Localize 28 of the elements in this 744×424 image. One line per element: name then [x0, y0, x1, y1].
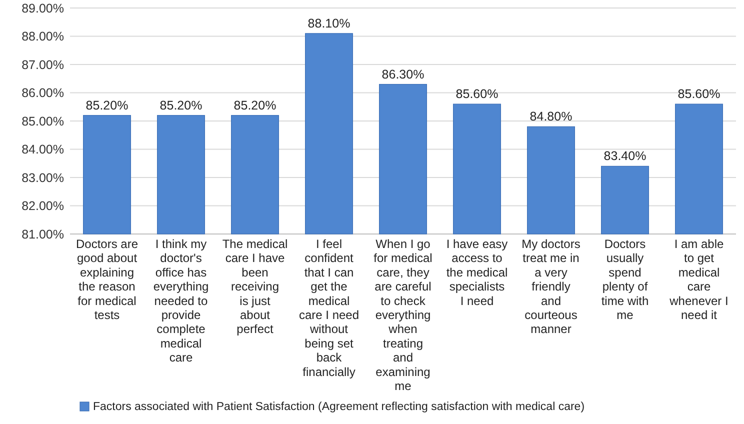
x-tick-label: My doctors treat me in a very friendly and courteous manner [522, 237, 580, 336]
legend-label: Factors associated with Patient Satisfaction (Agreement reflecting satisfaction with medical care) [93, 401, 585, 413]
y-tick-label: 87.00% [22, 58, 64, 72]
y-tick-label: 82.00% [22, 199, 64, 214]
data-label: 85.60% [678, 87, 720, 102]
data-label: 85.20% [160, 98, 202, 112]
data-label: 84.80% [530, 110, 572, 124]
x-tick-label: The medical care I have been receiving is just about perfect [222, 237, 288, 336]
category-label: I think my doctor's office has everything needed to provide complete medical care [153, 237, 209, 365]
y-tick-label: 89.00% [22, 1, 64, 16]
category-label: When I go for medical care, they are careful to check everything when treating and examining me [374, 237, 432, 393]
x-tick-label: Doctors are good about explaining the reason for medical tests [76, 237, 138, 322]
y-tick-label: 86.00% [22, 86, 64, 100]
x-tick-label: I have easy access to the medical specialists I need [446, 237, 508, 308]
x-tick-label: I am able to get medical care whenever I need it [668, 237, 728, 322]
y-tick-label: 85.00% [22, 114, 64, 128]
y-tick-label: 88.00% [22, 30, 64, 44]
y-tick-label: 83.00% [22, 170, 64, 185]
data-label: 85.60% [456, 87, 498, 102]
data-label: 86.30% [382, 67, 424, 82]
data-label: 85.20% [234, 98, 276, 112]
y-tick-label: 81.00% [22, 227, 64, 242]
x-tick-label: Doctors usually spend plenty of time with me [601, 237, 649, 322]
y-tick-label: 84.00% [22, 142, 64, 157]
data-label: 88.10% [308, 16, 350, 30]
category-label: I feel confident that I can get the medical care I need without being set back financially [298, 237, 360, 379]
data-label: 85.20% [86, 98, 128, 112]
data-label: 83.40% [604, 149, 646, 164]
